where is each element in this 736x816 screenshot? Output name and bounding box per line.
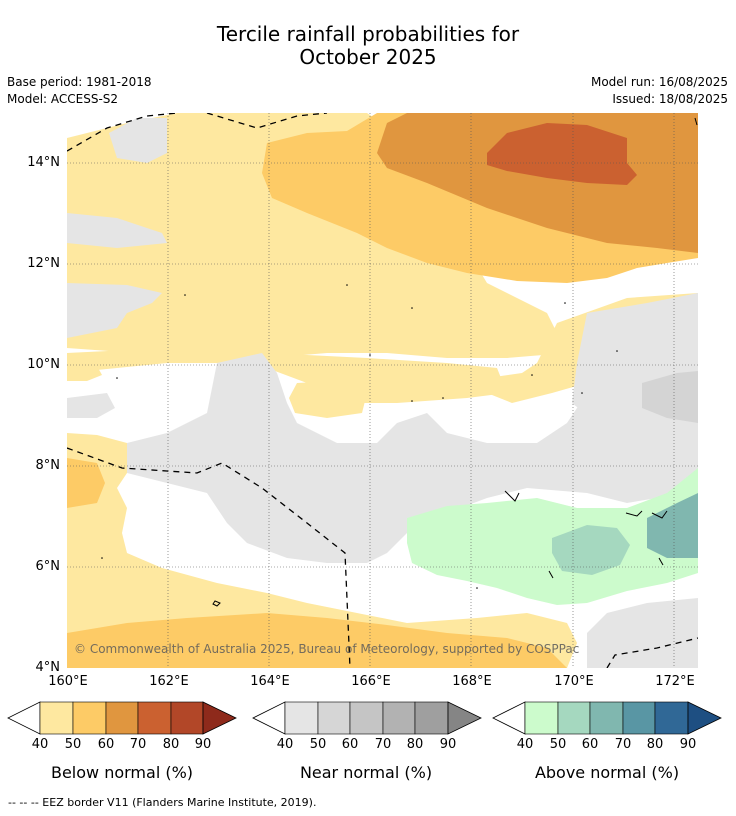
- colorbar-above-tick: 50: [549, 737, 567, 752]
- colorbar-near: [252, 701, 482, 735]
- colorbar-above-max-arrow: [687, 701, 722, 735]
- colorbar-below-min-arrow: [7, 701, 41, 735]
- base-period-label: Base period: 1981-2018: [7, 75, 152, 89]
- colorbar-near-tick: 60: [341, 737, 359, 752]
- colorbar-near-tick: 80: [406, 737, 424, 752]
- graticule: [67, 113, 698, 668]
- below-50-south: [67, 613, 567, 668]
- near-40-central: [127, 333, 698, 563]
- y-tick-6n: 6°N: [35, 559, 61, 574]
- islands: [212, 117, 698, 607]
- y-tick-10n: 10°N: [27, 357, 60, 372]
- y-tick-4n: 4°N: [35, 660, 61, 675]
- below-40-tiny: [67, 366, 102, 381]
- colorbar-below-cell-3: [105, 701, 139, 735]
- probability-map: [67, 113, 698, 668]
- colorbar-near-tick: 90: [439, 737, 457, 752]
- colorbar-above-title: Above normal (%): [534, 763, 680, 782]
- chart-title-line1: Tercile rainfall probabilities for: [216, 22, 520, 46]
- colorbar-below-cell-4: [137, 701, 172, 735]
- island-dots: [101, 284, 618, 589]
- colorbar-above-tick: 40: [516, 737, 534, 752]
- y-tick-12n: 12°N: [27, 256, 60, 271]
- below-40-mid: [67, 348, 507, 403]
- model-label: Model: ACCESS-S2: [7, 92, 119, 106]
- colorbar-above: [492, 701, 722, 735]
- y-tick-14n: 14°N: [27, 155, 60, 170]
- colorbar-near-title: Near normal (%): [299, 763, 433, 782]
- colorbar-above-cell-1: [524, 701, 559, 735]
- colorbar-below-cell-1: [39, 701, 74, 735]
- colorbar-above-cell-2: [557, 701, 591, 735]
- copyright-notice: © Commonwealth of Australia 2025, Bureau…: [74, 642, 580, 656]
- colorbar-below-max-arrow: [202, 701, 237, 735]
- chart-title-line2: October 2025: [299, 45, 437, 69]
- below-40-small: [289, 381, 367, 418]
- colorbar-above-min-arrow: [492, 701, 526, 735]
- near-40-left: [67, 213, 167, 248]
- colorbar-below: [7, 701, 237, 735]
- colorbar-above-tick: 80: [646, 737, 664, 752]
- colorbar-near-tick: 40: [276, 737, 294, 752]
- colorbar-below-tick: 40: [31, 737, 49, 752]
- below-50-west-blob: [67, 458, 105, 508]
- map-canvas: [67, 113, 698, 668]
- colorbar-near-tick: 50: [309, 737, 327, 752]
- x-tick-166e: 166°E: [351, 674, 391, 689]
- x-tick-164e: 164°E: [250, 674, 290, 689]
- eez-borders: [67, 113, 698, 668]
- colorbar-above-cell-5: [654, 701, 689, 735]
- colorbar-below-tick: 90: [194, 737, 212, 752]
- above-60-east: [647, 493, 698, 558]
- colorbar-above-cell-4: [622, 701, 656, 735]
- colorbar-below-tick: 60: [97, 737, 115, 752]
- colorbar-below-tick: 70: [129, 737, 147, 752]
- colorbar-below-cell-2: [72, 701, 107, 735]
- model-run-label: Model run: 16/08/2025: [590, 75, 728, 89]
- colorbar-below-title: Below normal (%): [50, 763, 194, 782]
- issued-label: Issued: 18/08/2025: [612, 92, 728, 106]
- above-50-center: [552, 525, 630, 575]
- below-40-south: [67, 433, 577, 668]
- colorbar-above-tick: 90: [679, 737, 697, 752]
- colorbar-near-cell-5: [414, 701, 449, 735]
- x-tick-168e: 168°E: [452, 674, 492, 689]
- colorbar-below-tick: 50: [64, 737, 82, 752]
- colorbar-above-tick: 70: [614, 737, 632, 752]
- colorbar-near-cell-3: [349, 701, 384, 735]
- eez-border-legend: -- -- -- EEZ border V11 (Flanders Marine…: [8, 796, 317, 809]
- x-tick-160e: 160°E: [48, 674, 88, 689]
- x-tick-170e: 170°E: [554, 674, 594, 689]
- colorbar-near-cell-2: [317, 701, 351, 735]
- colorbar-near-min-arrow: [252, 701, 286, 735]
- below-70-north: [487, 123, 637, 185]
- y-tick-8n: 8°N: [35, 458, 61, 473]
- near-40-west-mid: [67, 283, 162, 338]
- colorbar-above-cell-3: [589, 701, 624, 735]
- near-40-west-small: [67, 393, 115, 418]
- colorbar-below-tick: 80: [162, 737, 180, 752]
- colorbars: [7, 701, 722, 735]
- colorbar-near-cell-1: [284, 701, 319, 735]
- near-40-se: [587, 598, 698, 668]
- colorbar-near-cell-4: [382, 701, 416, 735]
- colorbar-above-tick: 60: [581, 737, 599, 752]
- near-40-top-left: [109, 118, 167, 163]
- x-tick-172e: 172°E: [655, 674, 695, 689]
- near-50-east: [642, 371, 698, 423]
- colorbar-near-tick: 70: [374, 737, 392, 752]
- colorbar-below-cell-5: [170, 701, 204, 735]
- colorbar-near-max-arrow: [447, 701, 482, 735]
- x-tick-162e: 162°E: [149, 674, 189, 689]
- below-40-north-west: [67, 113, 567, 358]
- above-40-east: [407, 468, 698, 605]
